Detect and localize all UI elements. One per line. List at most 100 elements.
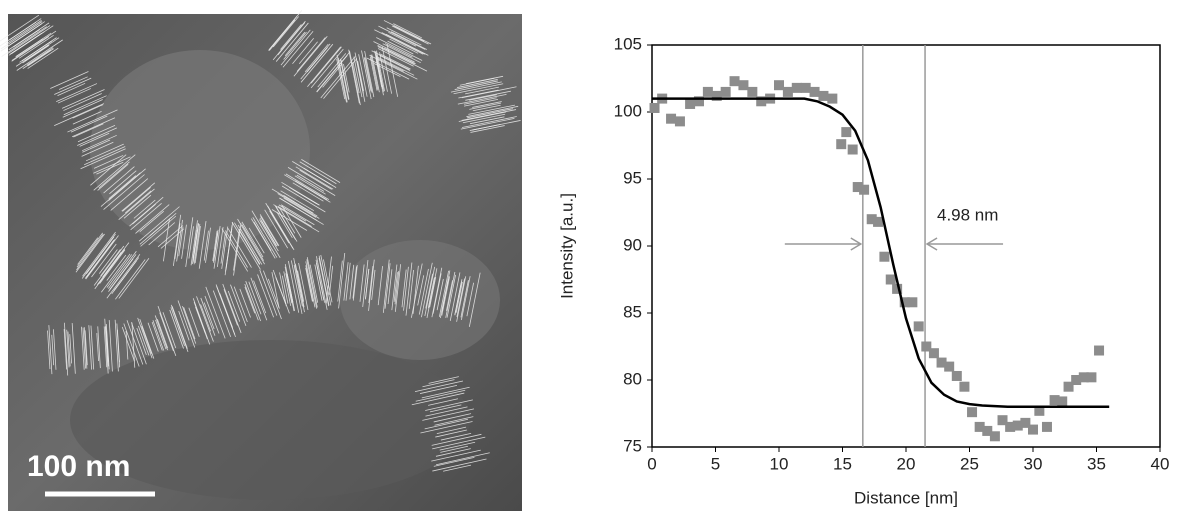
fiber	[69, 334, 73, 364]
fiber	[62, 99, 103, 118]
fiber	[377, 46, 428, 72]
fiber	[323, 59, 357, 99]
fiber	[431, 449, 481, 462]
fiber	[268, 19, 296, 51]
fiber	[277, 206, 312, 227]
fiber	[466, 105, 519, 118]
fiber	[323, 259, 333, 303]
fiber	[305, 261, 316, 308]
fiber	[472, 104, 501, 112]
fiber	[306, 257, 318, 308]
fiber	[100, 172, 141, 207]
data-point	[1034, 405, 1045, 416]
fiber	[130, 322, 147, 365]
fiber	[269, 210, 290, 244]
fiber	[75, 233, 105, 273]
fiber	[371, 269, 376, 300]
fiber	[248, 227, 265, 254]
fiber	[77, 124, 116, 143]
fiber	[56, 83, 98, 103]
fiber	[101, 253, 131, 293]
fiber	[275, 277, 287, 305]
fiber	[277, 193, 320, 219]
arrow-head	[925, 237, 938, 251]
fiber	[294, 175, 326, 195]
fit-curve	[652, 97, 1110, 409]
fiber	[203, 302, 215, 330]
data-point	[989, 431, 1000, 442]
micrograph: 100 nm	[0, 10, 522, 511]
fiber	[336, 54, 347, 103]
fiber	[298, 41, 318, 65]
data-point	[944, 361, 955, 372]
fiber	[283, 197, 317, 218]
fiber	[212, 230, 218, 262]
fiber	[435, 448, 471, 457]
fiber	[277, 22, 306, 56]
fiber	[411, 392, 465, 406]
fiber	[410, 263, 423, 318]
fiber	[460, 117, 515, 130]
fiber	[86, 236, 115, 274]
data-point	[666, 113, 677, 124]
fiber	[379, 54, 411, 72]
fiber	[329, 265, 334, 295]
fiber	[293, 35, 328, 77]
fiber	[121, 182, 156, 212]
fiber	[110, 178, 149, 211]
fiber	[138, 206, 180, 242]
fiber	[98, 249, 118, 274]
fiber	[468, 272, 481, 327]
fiber	[63, 95, 107, 116]
fiber	[386, 27, 422, 46]
data-point	[818, 90, 829, 101]
fiber	[348, 49, 360, 104]
fiber	[462, 113, 506, 124]
fiber	[290, 260, 303, 315]
fiber	[6, 20, 42, 45]
fiber	[267, 278, 280, 309]
fiber	[306, 259, 318, 309]
fiber	[373, 63, 401, 77]
fiber	[155, 319, 167, 350]
fiber	[309, 264, 319, 303]
data-point	[791, 82, 802, 93]
fiber	[446, 274, 456, 318]
fiber	[82, 139, 111, 153]
fiber	[122, 187, 151, 212]
fiber	[233, 228, 240, 271]
fiber	[108, 168, 146, 201]
fiber	[93, 245, 125, 286]
fiber	[470, 125, 505, 133]
data-point	[809, 86, 820, 97]
fiber	[279, 272, 287, 307]
fiber	[200, 304, 212, 332]
fiber	[369, 56, 378, 91]
fiber	[305, 267, 313, 302]
fiber	[90, 154, 127, 186]
fiber	[82, 327, 86, 369]
fiber	[108, 175, 137, 200]
fiber	[453, 83, 504, 95]
data-point	[711, 90, 722, 101]
y-tick-label: 75	[623, 436, 642, 455]
fiber	[456, 278, 465, 317]
fiber	[353, 56, 363, 98]
fiber	[376, 37, 423, 61]
fiber	[259, 269, 278, 316]
fiber	[253, 221, 272, 251]
fiber	[285, 273, 293, 304]
fiber	[433, 413, 472, 423]
fiber	[204, 295, 220, 334]
fiber	[429, 404, 462, 413]
fiber	[378, 25, 426, 50]
fiber	[466, 282, 475, 317]
fiber	[401, 269, 407, 308]
fiber	[443, 464, 472, 472]
fiber	[130, 202, 162, 231]
fiber	[205, 227, 211, 263]
fiber	[422, 408, 475, 421]
fiber	[116, 323, 121, 368]
